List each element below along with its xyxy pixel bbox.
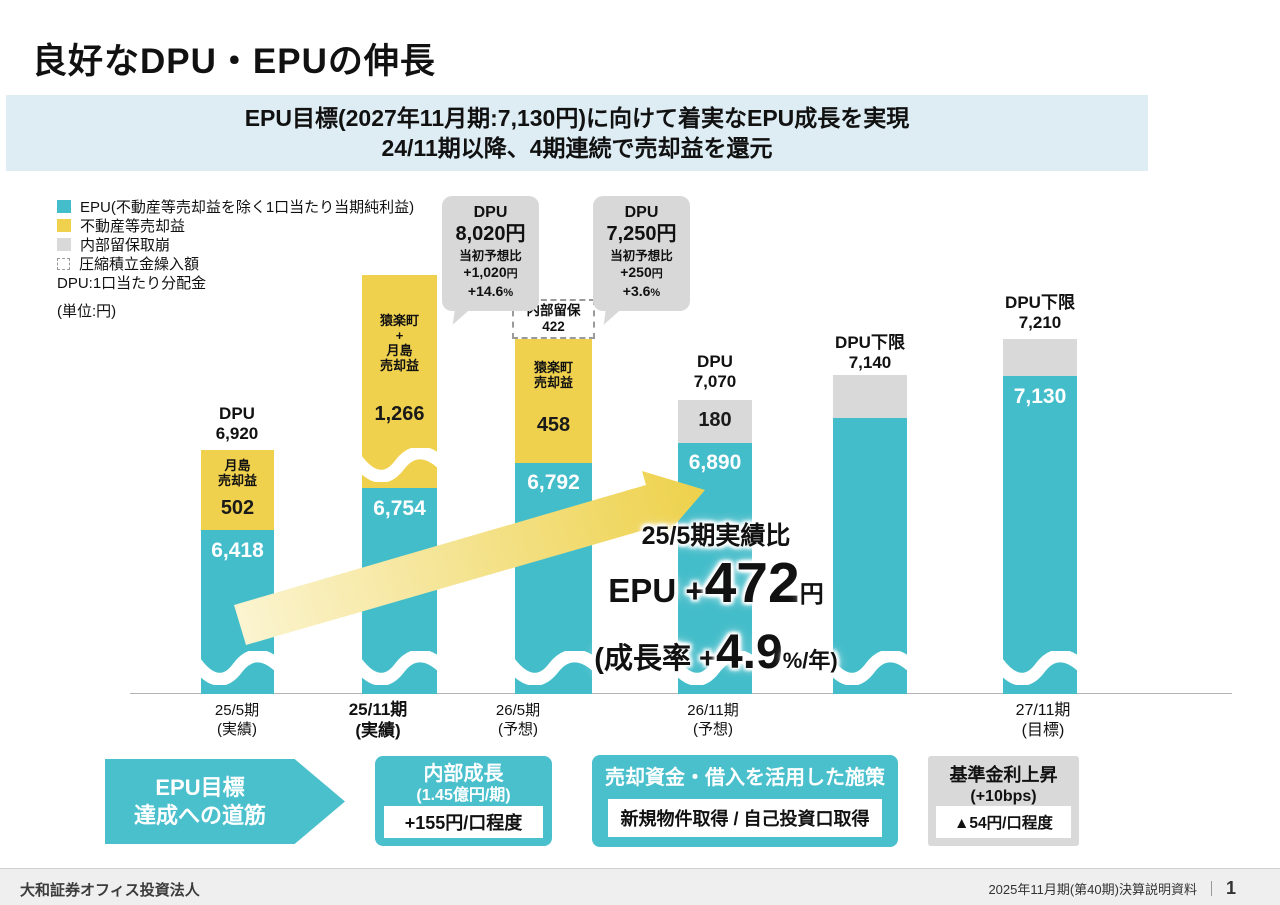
- bar5-retained-segment: [833, 375, 907, 418]
- bar3-axis-label: 26/5期 (予想): [495, 702, 541, 738]
- bar3-reserve-transfer-box: 内部留保 422: [512, 299, 595, 339]
- callout-percent: +3.6%: [622, 283, 661, 299]
- legend: EPU(不動産等売却益を除く1口当たり当期純利益) 不動産等売却益 内部留保取崩…: [57, 197, 414, 292]
- segment-label: 月島 売却益: [217, 458, 257, 488]
- roadmap-arrow: EPU目標 達成への道筋: [105, 759, 345, 844]
- legend-label: 内部留保取崩: [80, 237, 171, 254]
- box-value: ▲54円/口程度: [936, 806, 1071, 838]
- segment-value: 6,754: [373, 497, 426, 520]
- wave-break-icon: [362, 651, 437, 685]
- bar1-axis-label: 25/5期 (実績): [214, 702, 260, 738]
- annotation-growth-line: (成長率 +4.9%/年): [594, 626, 838, 679]
- segment-label: 猿楽町 + 月島 売却益: [379, 313, 419, 373]
- legend-label: EPU(不動産等売却益を除く1口当たり当期純利益): [80, 199, 415, 216]
- box-value: 新規物件取得 / 自己投資口取得: [608, 799, 882, 837]
- annotation-compare-label: 25/5期実績比: [641, 522, 791, 550]
- legend-item-dpu-note: DPU:1口当たり分配金: [57, 273, 414, 292]
- box-title: 売却資金・借入を活用した施策: [605, 767, 885, 789]
- subtitle-line-2: 24/11期以降、4期連続で売却益を還元: [381, 135, 773, 161]
- callout-tail: [452, 304, 473, 328]
- legend-label: 圧縮積立金繰入額: [79, 256, 200, 273]
- legend-swatch-yellow: [57, 219, 71, 232]
- segment-value: 6,792: [527, 471, 580, 494]
- callout-note: 当初予想比: [459, 249, 522, 263]
- box-subtitle: (+10bps): [970, 788, 1037, 805]
- segment-label: 猿楽町 売却益: [533, 360, 573, 390]
- legend-swatch-teal: [57, 200, 71, 213]
- rate-rise-box: 基準金利上昇 (+10bps) ▲54円/口程度: [928, 756, 1079, 846]
- legend-swatch-dashed: [57, 257, 70, 270]
- legend-item-gain: 不動産等売却益: [57, 216, 414, 235]
- callout-value: 8,020円: [455, 223, 526, 245]
- callout-percent: +14.6%: [467, 283, 514, 299]
- footer-divider: [1210, 881, 1212, 896]
- legend-swatch-gray: [57, 238, 71, 251]
- callout-note: 当初予想比: [610, 249, 673, 263]
- callout-amount: +1,020円: [463, 264, 518, 280]
- wave-break-icon: [515, 651, 592, 685]
- footer: 大和証券オフィス投資法人 2025年11月期(第40期)決算説明資料 1: [0, 868, 1280, 905]
- dpu-callout-bubble-2: DPU 7,250円 当初予想比 +250円 +3.6%: [593, 196, 690, 328]
- page-title: 良好なDPU・EPUの伸長: [32, 42, 436, 81]
- bar6-dpu-lower-label: DPU下限 7,210: [1005, 293, 1075, 332]
- wave-break-icon: [201, 651, 274, 685]
- segment-value: 1,266: [374, 403, 425, 425]
- legend-item-reserve: 圧縮積立金繰入額: [57, 254, 414, 273]
- box-subtitle: (1.45億円/期): [416, 787, 511, 804]
- page-number: 1: [1225, 878, 1236, 898]
- dpu-callout-bubble-1: DPU 8,020円 当初予想比 +1,020円 +14.6%: [442, 196, 539, 328]
- segment-value: 6,890: [688, 451, 742, 474]
- internal-growth-box: 内部成長 (1.45億円/期) +155円/口程度: [375, 756, 552, 846]
- callout-title: DPU: [473, 204, 508, 221]
- subtitle-banner: EPU目標(2027年11月期:7,130円)に向けて着実なEPU成長を実現 2…: [6, 95, 1148, 171]
- footer-right: 2025年11月期(第40期)決算説明資料 1: [988, 878, 1236, 899]
- growth-annotation: 25/5期実績比 EPU +472円 (成長率 +4.9%/年): [486, 520, 946, 689]
- bar6-epu-segment: 7,130: [1003, 376, 1077, 694]
- legend-item-retained: 内部留保取崩: [57, 235, 414, 254]
- bar4-retained-segment: 180: [678, 400, 752, 443]
- box-title: 内部成長: [423, 763, 504, 785]
- bar4-dpu-label: DPU 7,070: [693, 352, 737, 391]
- subtitle-line-1: EPU目標(2027年11月期:7,130円)に向けて着実なEPU成長を実現: [244, 105, 910, 131]
- bar3-gain-segment: 猿楽町 売却益 458: [515, 338, 592, 463]
- document-title: 2025年11月期(第40期)決算説明資料: [988, 882, 1197, 897]
- bar1-gain-segment: 月島 売却益 502: [201, 450, 274, 530]
- callout-value: 7,250円: [606, 223, 677, 245]
- callout-amount: +250円: [620, 264, 663, 280]
- growth-arrow-icon: [234, 471, 705, 645]
- bar5-dpu-lower-label: DPU下限 7,140: [835, 333, 905, 372]
- box-title: 基準金利上昇: [949, 765, 1058, 785]
- bar1-dpu-label: DPU 6,920: [215, 404, 259, 443]
- box-value: +155円/口程度: [384, 806, 543, 838]
- bar6-retained-segment: [1003, 339, 1077, 376]
- legend-label: 不動産等売却益: [80, 218, 186, 235]
- segment-value: 180: [698, 409, 732, 431]
- wave-break-icon: [833, 651, 907, 685]
- segment-value: 502: [220, 497, 255, 519]
- segment-value: 7,130: [1013, 385, 1067, 408]
- segment-value: 6,418: [211, 539, 264, 562]
- legend-item-epu: EPU(不動産等売却益を除く1口当たり当期純利益): [57, 197, 414, 216]
- bar5-epu-segment: [833, 418, 907, 694]
- bar4-axis-label: 26/11期 (予想): [687, 702, 739, 738]
- wave-break-icon: [678, 651, 752, 685]
- capital-strategy-box: 売却資金・借入を活用した施策 新規物件取得 / 自己投資口取得: [592, 755, 898, 847]
- company-name: 大和証券オフィス投資法人: [20, 882, 200, 899]
- bar6-axis-label: 27/11期 (目標): [1015, 702, 1071, 739]
- bar2-axis-label: 25/11期 (実績): [348, 700, 408, 740]
- segment-value: 458: [536, 414, 571, 436]
- callout-title: DPU: [624, 204, 659, 221]
- legend-label: DPU:1口当たり分配金: [57, 275, 207, 292]
- wave-break-icon: [362, 448, 437, 482]
- annotation-epu-line: EPU +472円: [608, 551, 824, 615]
- callout-tail: [603, 304, 624, 328]
- bar2-gain-segment: 猿楽町 + 月島 売却益 1,266: [362, 275, 437, 488]
- unit-note: (単位:円): [57, 303, 117, 320]
- wave-break-icon: [1003, 651, 1077, 685]
